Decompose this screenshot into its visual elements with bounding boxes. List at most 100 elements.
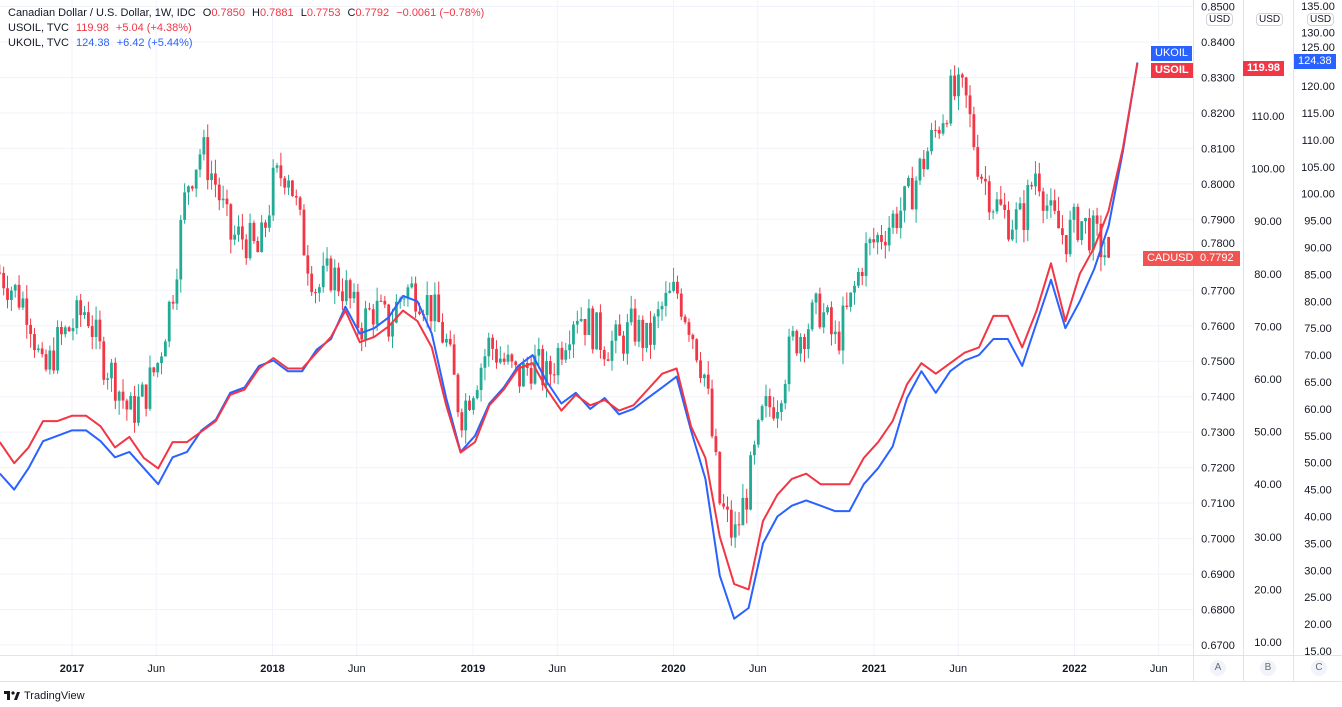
currency-badge-a[interactable]: USD bbox=[1206, 13, 1234, 26]
legend-ukoil[interactable]: UKOIL, TVC 124.38 +6.42 (+5.44%) bbox=[8, 36, 488, 51]
change-value: −0.0061 (−0.78%) bbox=[396, 7, 485, 19]
candle-body bbox=[579, 319, 583, 321]
scale-a-button[interactable]: A bbox=[1210, 660, 1226, 676]
candle bbox=[1037, 162, 1041, 197]
axis-a-tick-label: 0.6800 bbox=[1201, 605, 1235, 617]
candle bbox=[194, 169, 198, 198]
axis-b-tick-label: 30.00 bbox=[1254, 532, 1282, 544]
candle bbox=[629, 295, 633, 326]
candle-body bbox=[13, 284, 17, 291]
candle-body bbox=[672, 281, 675, 291]
candle-body bbox=[106, 378, 110, 380]
legend-usoil[interactable]: USOIL, TVC 119.98 +5.04 (+4.38%) bbox=[8, 21, 488, 36]
candle-body bbox=[633, 308, 637, 342]
candle bbox=[1057, 196, 1060, 229]
candle-body bbox=[787, 336, 791, 385]
candle-body bbox=[957, 74, 960, 97]
scale-c-button[interactable]: C bbox=[1311, 660, 1327, 676]
candle-body bbox=[325, 258, 329, 266]
currency-badge-b[interactable]: USD bbox=[1256, 13, 1284, 26]
tradingview-logo[interactable]: TradingView bbox=[4, 690, 85, 702]
candle bbox=[591, 305, 595, 354]
candle bbox=[456, 372, 460, 417]
candle-body bbox=[741, 497, 745, 526]
candle bbox=[1087, 208, 1091, 254]
candle-body bbox=[1099, 223, 1103, 258]
candle-body bbox=[660, 305, 664, 310]
price-chart[interactable]: 2017 Jun 2018 Jun 2019 Jun 2020 Jun 2021 Jun 2022 J… bbox=[0, 0, 1342, 685]
candle bbox=[783, 379, 787, 410]
candle bbox=[1053, 189, 1057, 215]
candle bbox=[518, 364, 521, 393]
candle bbox=[830, 301, 833, 346]
candle-body bbox=[529, 367, 533, 384]
candle bbox=[822, 303, 826, 334]
scale-b-button[interactable]: B bbox=[1260, 660, 1276, 676]
candle-body bbox=[441, 322, 444, 343]
candle-body bbox=[2, 272, 6, 289]
candle-body bbox=[260, 222, 264, 253]
candle bbox=[202, 129, 206, 161]
candle-body bbox=[864, 243, 868, 277]
x-tick-label: 2022 bbox=[1062, 663, 1086, 675]
axis-a-tick-label: 0.7100 bbox=[1201, 498, 1235, 510]
low-label: L bbox=[300, 7, 307, 19]
candle bbox=[233, 225, 237, 246]
gridlines bbox=[0, 0, 1193, 655]
usoil-line-points bbox=[14, 63, 1138, 590]
candle-body bbox=[433, 294, 437, 322]
candle-body bbox=[922, 158, 926, 170]
candle bbox=[106, 372, 110, 390]
candle-body bbox=[75, 300, 79, 329]
open-value: 0.7850 bbox=[211, 7, 245, 19]
x-tick-label: 2021 bbox=[862, 663, 886, 675]
candle bbox=[995, 192, 999, 215]
candle bbox=[487, 332, 491, 367]
candle bbox=[880, 224, 883, 250]
candle bbox=[406, 284, 410, 307]
axis-c-tick-label: 20.00 bbox=[1304, 619, 1332, 631]
usoil-series-tag: USOIL bbox=[1151, 63, 1193, 78]
candle-body bbox=[163, 341, 167, 357]
candle bbox=[475, 385, 479, 400]
candle bbox=[137, 384, 140, 427]
candle bbox=[21, 291, 25, 311]
candle-body bbox=[610, 340, 614, 361]
candle-body bbox=[714, 436, 718, 453]
currency-badge-c[interactable]: USD bbox=[1307, 13, 1335, 26]
candle bbox=[945, 120, 949, 128]
candle bbox=[13, 283, 17, 298]
usoil-price-tag: 119.98 bbox=[1243, 61, 1285, 76]
candle bbox=[33, 328, 36, 358]
candle-body bbox=[822, 312, 826, 328]
close-value: 0.7792 bbox=[355, 7, 390, 19]
candle bbox=[814, 292, 818, 315]
axis-a-tick-label: 0.7200 bbox=[1201, 463, 1235, 475]
axis-b-tick-label: 20.00 bbox=[1254, 584, 1282, 596]
candle-body bbox=[914, 180, 918, 210]
candle-body bbox=[348, 280, 352, 299]
candle-body bbox=[937, 129, 941, 134]
legend-cadusd[interactable]: Canadian Dollar / U.S. Dollar, 1W, IDC O… bbox=[8, 6, 488, 21]
candle-body bbox=[44, 354, 48, 370]
axis-b-tick-label: 40.00 bbox=[1254, 479, 1282, 491]
candle bbox=[379, 294, 383, 303]
candle bbox=[853, 280, 856, 305]
candle bbox=[337, 262, 341, 296]
candle-body bbox=[229, 204, 233, 240]
axis-c-tick-label: 95.00 bbox=[1304, 216, 1332, 228]
candle bbox=[429, 294, 433, 334]
axis-c-tick-label: 35.00 bbox=[1304, 538, 1332, 550]
candle-body bbox=[375, 300, 379, 325]
candle bbox=[776, 400, 779, 429]
candles bbox=[0, 65, 1111, 548]
candle bbox=[899, 197, 903, 239]
candle bbox=[903, 185, 906, 223]
axis-a-tick-label: 0.7600 bbox=[1201, 321, 1235, 333]
candle-body bbox=[1061, 228, 1064, 236]
candle bbox=[36, 344, 40, 353]
candle-body bbox=[125, 400, 129, 410]
candle-body bbox=[602, 349, 606, 360]
candle bbox=[552, 363, 556, 384]
candle bbox=[60, 321, 63, 345]
